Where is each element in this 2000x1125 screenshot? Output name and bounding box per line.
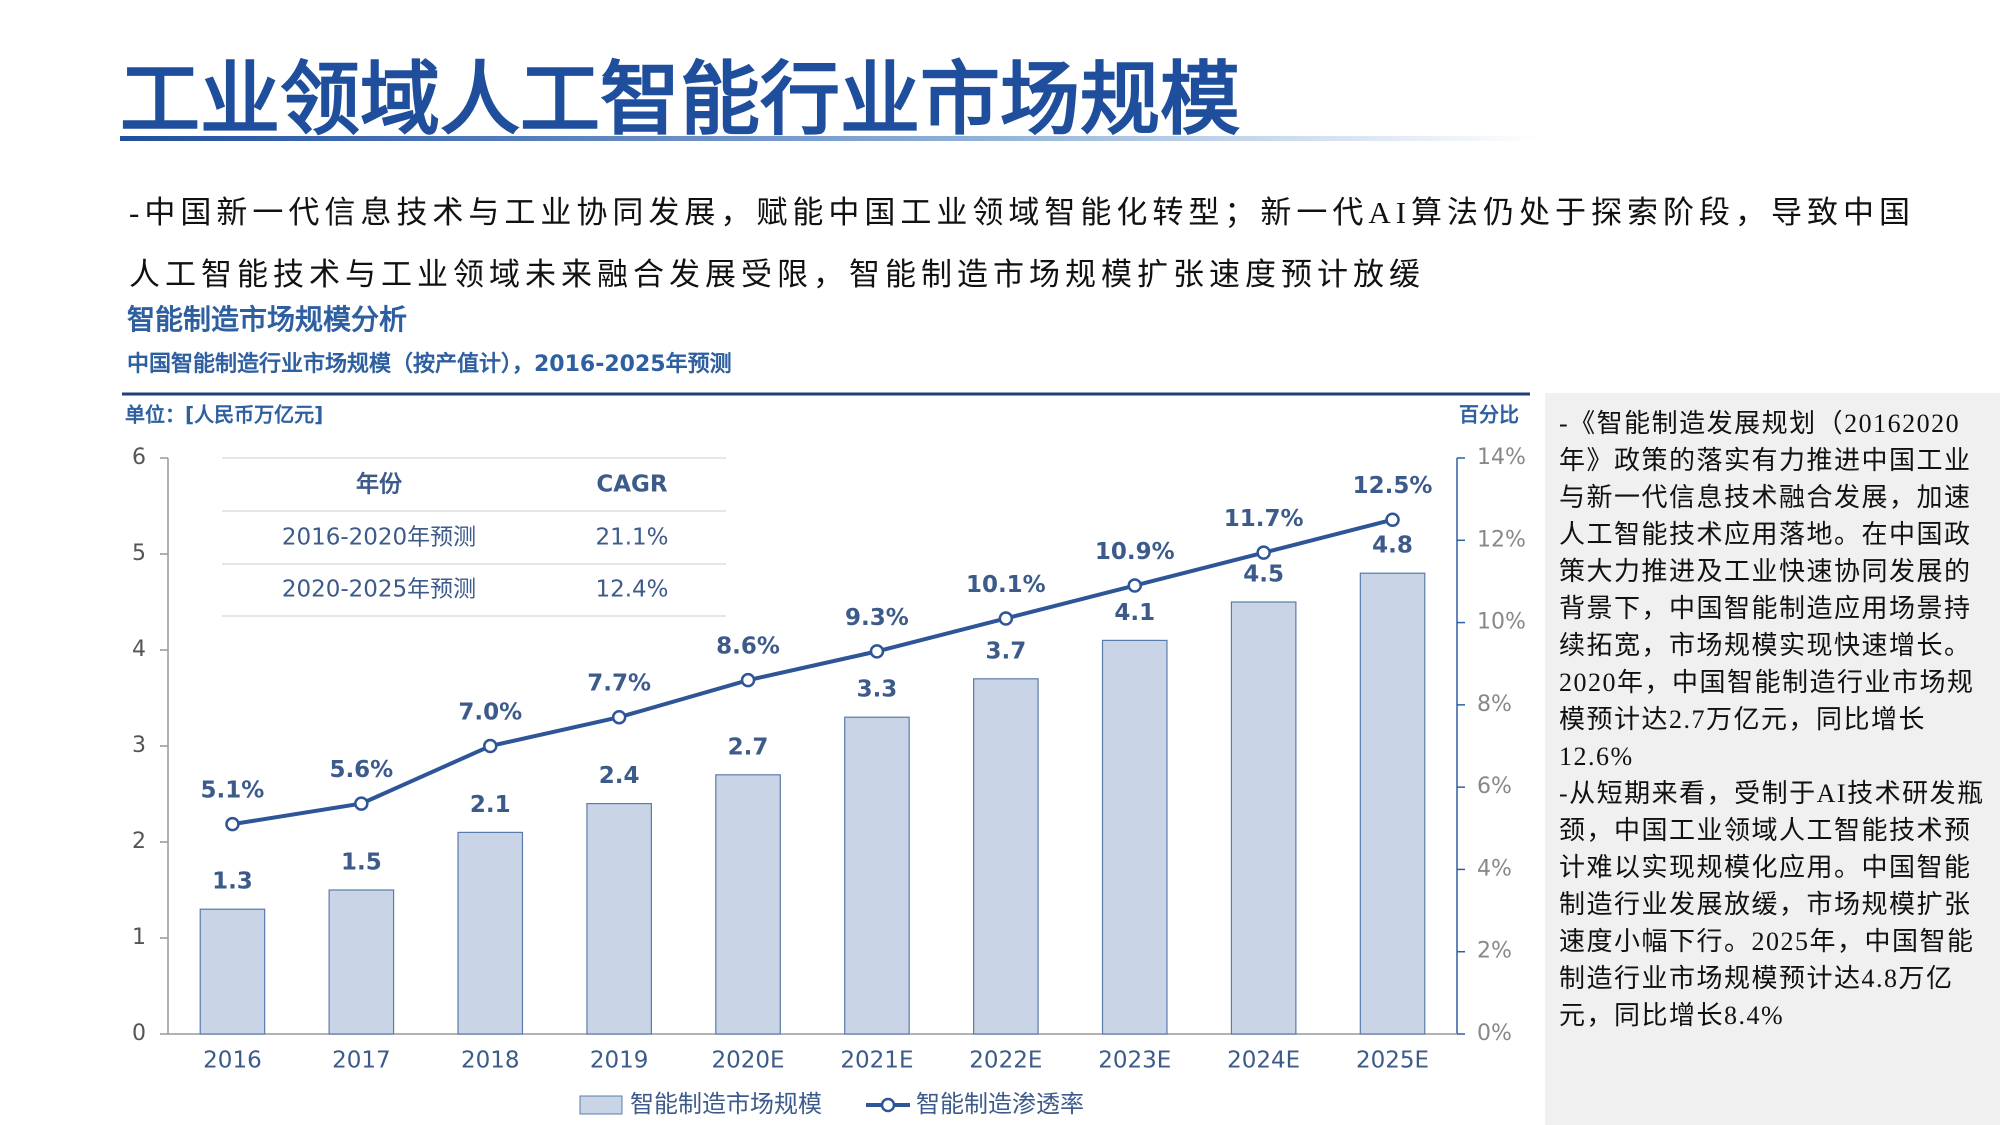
x-tick-label: 2020E (712, 1048, 785, 1074)
x-tick-label: 2019 (590, 1048, 649, 1074)
line-marker (1127, 578, 1142, 593)
line-marker (869, 644, 885, 659)
y-tick-label: 2 (132, 829, 146, 854)
y2-tick-label: 10% (1477, 610, 1526, 635)
y2-tick-label: 4% (1477, 856, 1512, 881)
legend-swatch (880, 1097, 896, 1113)
bar (199, 908, 266, 1035)
bar-label: 4.8 (1372, 533, 1413, 559)
x-tick-label: 2024E (1227, 1048, 1300, 1074)
y2-tick-label: 0% (1477, 1021, 1512, 1046)
line-marker (483, 738, 498, 754)
side-note: -从短期来看，受制于AI技术研发瓶颈，中国工业领域人工智能技术预计难以实现规模化… (1559, 779, 1985, 1030)
y2-tick-label: 2% (1477, 939, 1512, 964)
x-tick-label: 2021E (840, 1048, 913, 1074)
y2-tick-label: 6% (1477, 774, 1512, 799)
table-header: 年份 (356, 471, 403, 498)
line-marker (998, 611, 1014, 626)
legend-label: 智能制造渗透率 (916, 1090, 1084, 1118)
x-tick-label: 2016 (203, 1048, 262, 1074)
bar (586, 802, 652, 1035)
x-tick-label: 2025E (1356, 1048, 1429, 1074)
table-cell: 12.4% (595, 577, 668, 603)
bar-label: 4.1 (1114, 600, 1155, 626)
intro-text: -中国新一代信息技术与工业协同发展，赋能中国工业领域智能化转型；新一代AI算法仍… (129, 195, 1916, 292)
y-tick-label: 5 (132, 541, 146, 566)
bar (328, 889, 395, 1035)
y-axis-label: 单位：[人民币万亿元] (125, 403, 323, 427)
side-note: -《智能制造发展规划（20162020年》政策的落实有力推进中国工业与新一代信息… (1559, 409, 1975, 771)
line-label: 10.1% (966, 572, 1046, 598)
bar (1230, 601, 1297, 1035)
table-header: CAGR (596, 472, 668, 498)
y2-tick-label: 8% (1477, 692, 1512, 717)
y-tick-label: 0 (132, 1021, 146, 1046)
line-label: 8.6% (716, 634, 780, 660)
bar (1101, 639, 1168, 1035)
y2-axis-label: 百分比 (1459, 403, 1519, 427)
line-label: 7.7% (587, 671, 651, 697)
section-title: 智能制造市场规模分析 (127, 303, 407, 336)
x-tick-label: 2023E (1098, 1048, 1171, 1074)
line-label: 11.7% (1224, 506, 1304, 532)
line (232, 517, 1394, 827)
line-label: 5.1% (201, 778, 265, 804)
y-tick-label: 1 (132, 925, 146, 950)
legend-swatch (579, 1095, 623, 1115)
x-tick-label: 2018 (461, 1048, 520, 1074)
line-label: 9.3% (845, 605, 909, 631)
bar-label: 1.5 (341, 850, 382, 876)
side-panel: -《智能制造发展规划（20162020年》政策的落实有力推进中国工业与新一代信息… (1545, 393, 2000, 1125)
bar-label: 2.1 (470, 792, 511, 818)
bar (973, 678, 1039, 1035)
bar-label: 2.4 (599, 763, 640, 789)
line-label: 10.9% (1095, 539, 1175, 565)
x-tick-label: 2017 (332, 1048, 391, 1074)
line-marker (225, 816, 240, 832)
line-marker (740, 672, 756, 688)
cagr-table: 年份 CAGR 2016-2020年预测 21.1% 2020-2025年预测 … (222, 457, 726, 617)
chart-title: 中国智能制造行业市场规模（按产值计），2016-2025年预测 (127, 351, 732, 377)
bar-label: 1.3 (212, 869, 253, 895)
bar (844, 716, 910, 1035)
table-cell: 2016-2020年预测 (282, 525, 476, 551)
table-cell: 2020-2025年预测 (282, 577, 476, 603)
page-title: 工业领域人工智能行业市场规模 (120, 53, 1240, 146)
bar-label: 4.5 (1243, 562, 1284, 588)
y2-tick-label: 14% (1477, 445, 1526, 470)
y-tick-label: 3 (132, 733, 146, 758)
bar (1359, 572, 1426, 1035)
line-marker (1256, 545, 1271, 560)
y-tick-label: 4 (132, 637, 146, 662)
line-marker (354, 796, 369, 811)
title-underline (120, 136, 1540, 141)
y-tick-label: 6 (132, 445, 146, 470)
bar-label: 3.3 (857, 677, 898, 703)
line-marker (611, 709, 627, 725)
bar (457, 831, 524, 1035)
line-label: 12.5% (1353, 473, 1433, 499)
bar-label: 2.7 (728, 734, 769, 760)
table-cell: 21.1% (595, 525, 668, 551)
y2-tick-label: 12% (1477, 527, 1526, 552)
bar (715, 774, 781, 1035)
bar-label: 3.7 (985, 638, 1026, 664)
x-tick-label: 2022E (969, 1048, 1042, 1074)
legend-label: 智能制造市场规模 (630, 1090, 822, 1118)
line-label: 7.0% (458, 700, 522, 726)
line-marker (1385, 512, 1400, 527)
line-label: 5.6% (329, 757, 393, 783)
